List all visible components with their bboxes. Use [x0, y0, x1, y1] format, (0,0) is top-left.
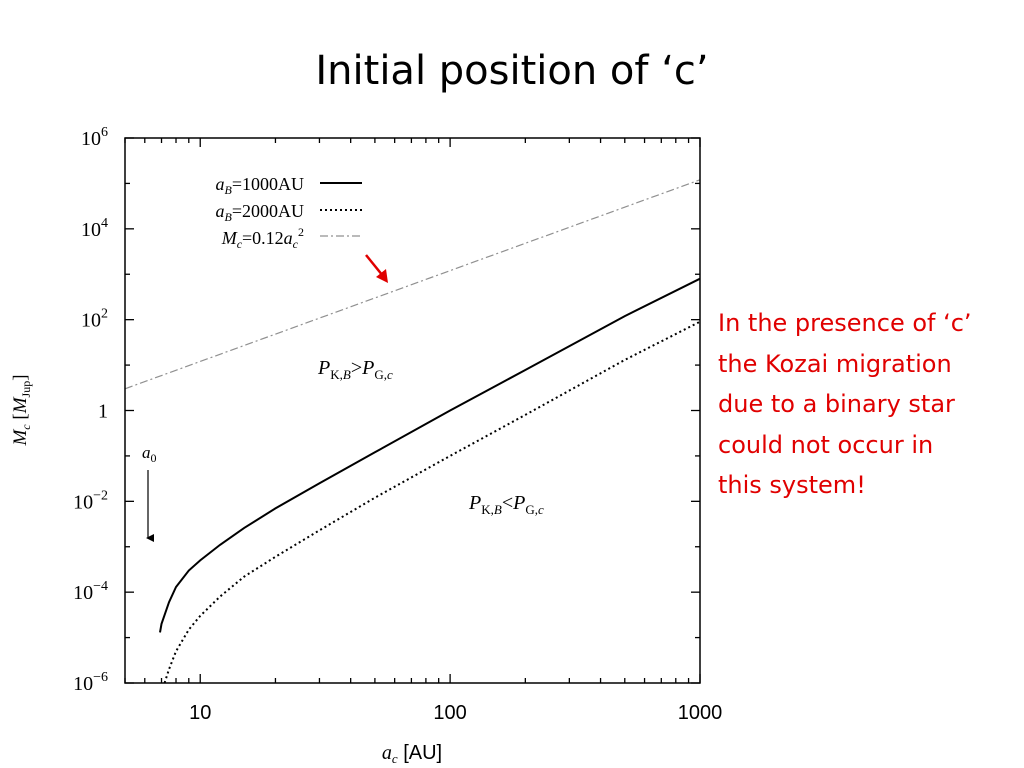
- x-tick-label: 1000: [678, 702, 723, 724]
- legend-label-1000: aB=1000AU: [216, 174, 305, 197]
- y-axis-label: Mc [MJup]: [10, 374, 33, 446]
- series-layer: [124, 179, 701, 684]
- y-tick-label: 102: [81, 307, 108, 332]
- note-line: could not occur in: [718, 430, 934, 459]
- x-axis-label: ac [AU]: [382, 742, 442, 766]
- x-tick-label: 10: [189, 702, 211, 724]
- y-tick-label: 10−4: [73, 579, 108, 604]
- y-tick-label: 106: [81, 125, 108, 150]
- plot-frame: [124, 137, 701, 684]
- a0-label: a0: [142, 443, 157, 465]
- series-line-3: [124, 179, 701, 390]
- highlight-arrow: [365, 254, 388, 283]
- note-line: this system!: [718, 471, 866, 499]
- note-line: due to a binary star: [718, 390, 955, 418]
- y-tick-label: 1: [98, 401, 108, 423]
- y-tick-label: 10−6: [73, 670, 108, 695]
- annotation-note: In the presence of ‘c’ the Kozai migratio…: [718, 303, 1018, 506]
- x-tick-label: 100: [433, 702, 466, 724]
- y-tick-label: 10−2: [73, 488, 108, 513]
- note-line: In the presence of ‘c’: [718, 309, 972, 337]
- legend: aB=1000AU aB=2000AU Mc=0.12ac2: [216, 174, 362, 251]
- slide-title: Initial position of ‘c’: [315, 48, 709, 94]
- annotation-upper-region: PK,B>PG,c: [317, 357, 393, 382]
- legend-label-mc: Mc=0.12ac2: [221, 225, 304, 251]
- series-line-2: [163, 320, 701, 684]
- series-line-1: [159, 277, 701, 633]
- annotation-lower-region: PK,B<PG,c: [468, 492, 544, 517]
- legend-label-2000: aB=2000AU: [216, 201, 305, 224]
- note-line: the Kozai migration: [718, 349, 952, 378]
- axis-ticks: 10 100 1000 10−6 10−4 10−2 1 102 104 106: [73, 125, 722, 724]
- y-tick-label: 104: [81, 216, 108, 241]
